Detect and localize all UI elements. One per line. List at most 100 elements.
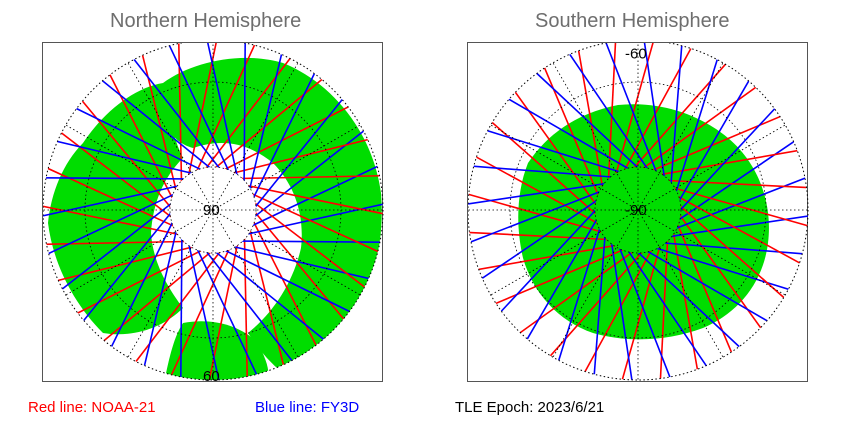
south-graticule [468,43,808,380]
fy3d-track-segment [472,125,621,173]
north-polar-map[interactable]: 90 60 [42,42,384,383]
fy3d-track-segment [592,235,606,380]
north-boundary-circle [43,43,384,381]
noaa21-track-segment [505,79,597,206]
noaa21-track-segment [617,245,661,380]
meridian-line [127,62,214,211]
south-map-title: Southern Hemisphere [535,10,730,32]
fy3d-track-segment [50,202,173,299]
noaa21-track-segment [677,195,808,271]
fy3d-track-segment [124,47,221,170]
noaa21-track-segment [673,187,808,231]
fy3d-track-segment [205,250,302,373]
fy3d-track-segment [655,247,804,295]
noaa21-track-segment [224,99,363,171]
fy3d-track-segment [247,200,383,235]
noaa21-track-segment [480,111,597,215]
noaa21-track-segment [138,43,177,191]
fy3d-track-segment [233,245,383,283]
north-map-canvas: 90 60 [43,43,384,383]
fy3d-track-segment [675,44,723,193]
meridian-line [65,124,214,211]
fy3d-track-segment [670,213,808,238]
fy3d-track-segment [553,227,601,376]
noaa21-track-segment [577,249,653,380]
fy3d-track-segment [43,193,175,261]
fy3d-track-segment [678,132,807,221]
meridian-line [65,209,214,296]
fy3d-track-segment [188,244,223,380]
noaa21-track-segment [251,192,383,259]
noaa21-track-segment [240,174,383,180]
noaa21-track-segment [43,202,180,236]
fy3d-track-segment [490,209,597,323]
noaa21-track-segment [615,43,659,175]
noaa21-track-segment [468,189,603,233]
north-map-title: Northern Hemisphere [110,10,302,32]
noaa21-track-segment [676,223,739,367]
fy3d-track-segment [518,218,598,353]
noaa21-track-segment [102,60,174,199]
noaa21-track-segment [575,43,604,188]
south-boundary-circle [468,43,809,381]
south-orbit-tracks [468,43,808,380]
fy3d-track-segment [560,43,649,170]
noaa21-track-segment [48,123,173,218]
fy3d-track-segment [90,70,211,169]
meridian-line [552,209,639,358]
meridian-line [637,209,724,358]
noaa21-track-segment [672,232,701,380]
noaa21-track-segment [539,251,643,368]
south-center-label: -90 [625,202,647,219]
meridian-line [490,124,639,211]
legend-noaa21: Red line: NOAA-21 [28,399,156,416]
fy3d-track-segment [241,240,383,244]
noaa21-track-segment [642,77,769,169]
fy3d-track-segment [62,101,202,171]
meridian-line [212,62,299,211]
fy3d-track-segment [203,43,238,176]
parallel-circle [84,81,342,339]
fy3d-track-segment [73,212,172,333]
fy3d-track-segment [251,159,383,227]
noaa21-track-segment [623,43,699,171]
noaa21-track-segment [253,202,378,297]
south-map-canvas: -90 -60 [468,43,809,381]
parallel-circle [169,166,257,254]
south-polar-map[interactable]: -90 -60 [467,42,809,382]
noaa21-track-segment [468,149,599,225]
fy3d-track-segment [224,249,364,319]
noaa21-track-segment [633,52,737,169]
noaa21-track-segment [232,135,383,174]
legend-fy3d: Blue line: FY3D [255,399,360,416]
fy3d-track-segment [468,164,613,178]
north-orbit-tracks [43,43,383,380]
fy3d-track-segment [670,43,684,185]
fy3d-track-segment [641,43,666,178]
parallel-circle [594,166,682,254]
fy3d-track-segment [243,43,247,182]
fy3d-track-segment [254,87,353,208]
legend-tle-epoch: TLE Epoch: 2023/6/21 [455,399,605,416]
fy3d-track-segment [618,247,677,380]
meridian-line [127,209,214,358]
noaa21-track-segment [126,250,221,375]
fy3d-track-segment [495,90,630,170]
north-graticule [43,43,383,380]
noaa21-track-segment [537,53,600,197]
fy3d-track-segment [248,43,286,190]
fy3d-track-segment [179,238,183,380]
noaa21-track-segment [243,237,249,380]
fy3d-track-segment [646,250,781,330]
fy3d-track-segment [610,242,635,380]
noaa21-track-segment [214,69,335,169]
noaa21-track-segment [91,251,212,351]
meridian-line [490,209,639,296]
noaa21-track-segment [187,43,221,177]
noaa21-track-segment [252,221,324,360]
north-landmass-eurasia [162,57,382,373]
noaa21-track-segment [205,45,300,170]
noaa21-track-segment [164,248,231,380]
meridian-line [637,209,786,296]
noaa21-track-segment [651,109,795,172]
